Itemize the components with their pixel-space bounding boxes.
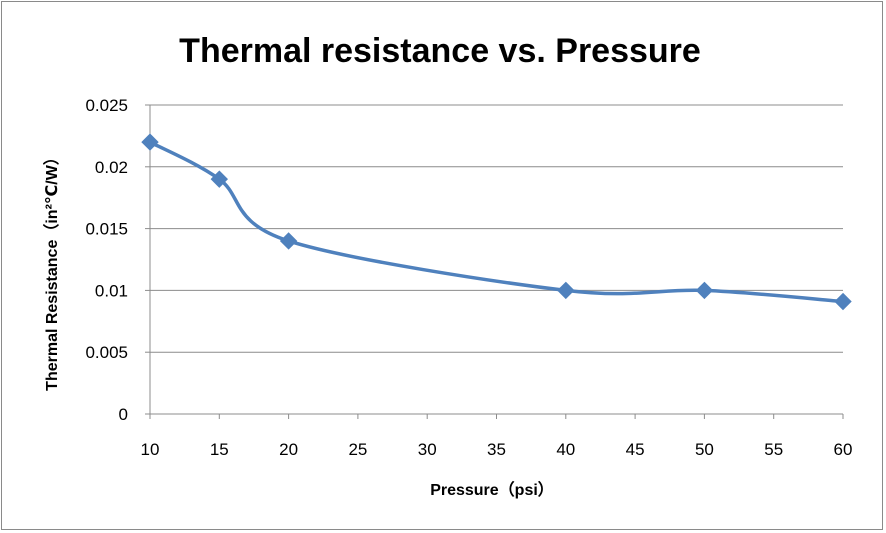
x-axis-label: Pressure（psi） (430, 481, 554, 499)
x-tick-label: 30 (418, 440, 437, 459)
series-line (148, 140, 845, 304)
data-point-marker (141, 133, 159, 151)
data-point-marker (557, 281, 575, 300)
x-tick-label: 60 (834, 440, 853, 459)
x-tick-label: 10 (141, 440, 160, 459)
data-point-marker (279, 232, 298, 250)
y-axis-label: Thermal Resistance（in²℃/W） (43, 149, 61, 391)
y-tick-label: 0.015 (85, 220, 128, 239)
x-tick-labels: 10 15 20 25 30 35 40 45 50 55 60 (141, 440, 853, 459)
x-tick-label: 50 (695, 440, 714, 459)
y-tick-labels: 0 0.005 0.01 0.015 0.02 0.025 (85, 96, 128, 424)
x-tick-label: 55 (764, 440, 783, 459)
x-tick-label: 25 (348, 440, 367, 459)
y-tick-label: 0 (119, 405, 128, 424)
y-tick-label: 0.025 (85, 96, 128, 115)
chart-title: Thermal resistance vs. Pressure (179, 32, 701, 70)
x-tick-label: 35 (487, 440, 506, 459)
axes (145, 104, 844, 419)
y-tick-label: 0.005 (85, 343, 128, 362)
y-tick-label: 0.01 (95, 281, 128, 300)
x-tick-label: 45 (626, 440, 645, 459)
x-tick-label: 20 (279, 440, 298, 459)
y-tick-label: 0.02 (95, 158, 128, 177)
x-tick-label: 15 (210, 440, 229, 459)
data-point-marker (834, 292, 852, 311)
data-point-marker (695, 281, 714, 300)
gridlines (150, 104, 843, 353)
x-tick-label: 40 (556, 440, 575, 459)
data-point-marker (210, 170, 229, 188)
data-series (141, 133, 852, 311)
